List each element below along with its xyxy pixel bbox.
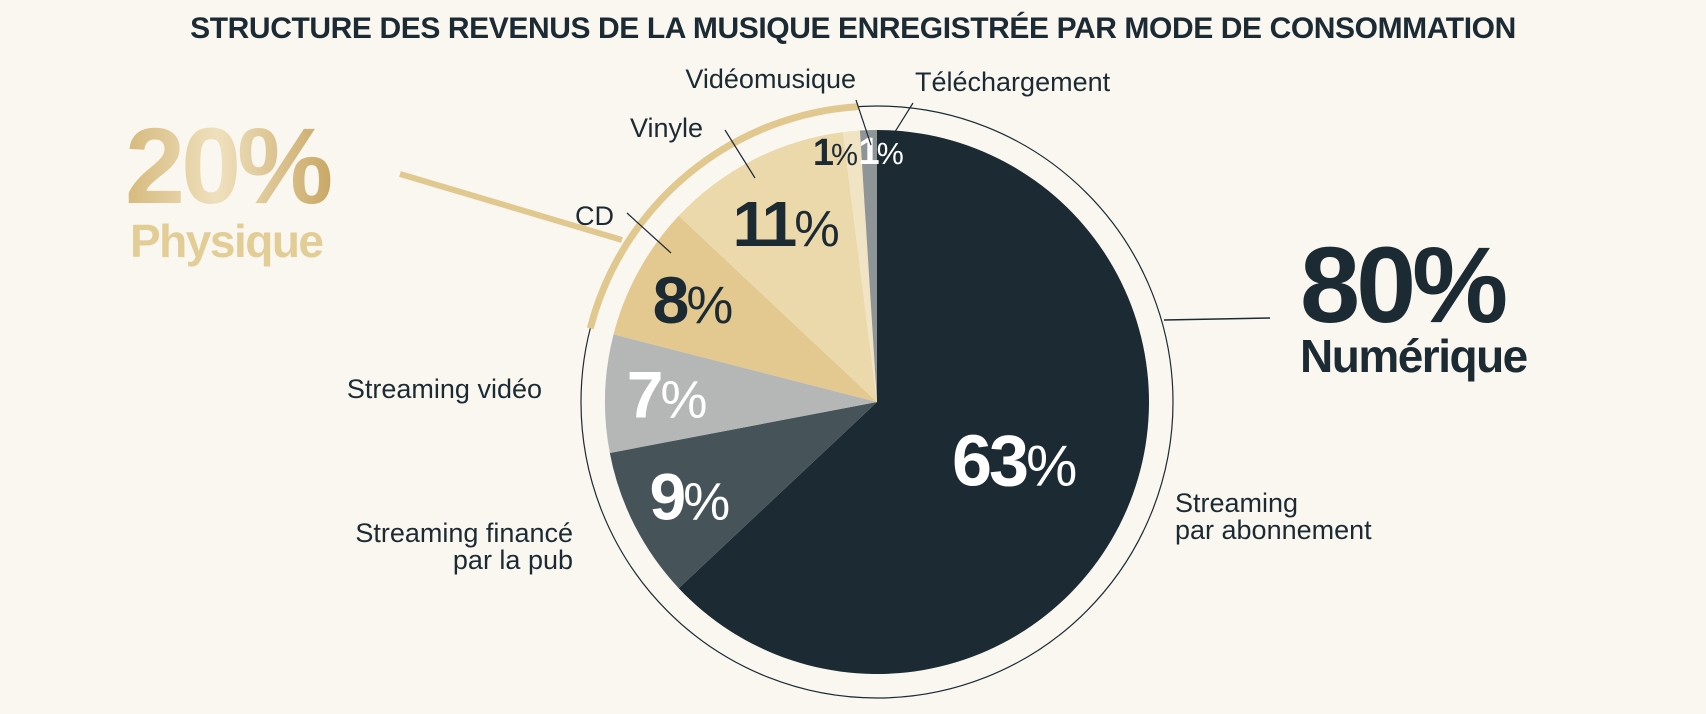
- category-label-streaming-par-abonnement: Streaming par abonnement: [1175, 488, 1372, 545]
- leader-line: [887, 102, 914, 144]
- slice-streaming-par-abonnement: [678, 130, 1149, 674]
- data-label-streaming-finance-par-la-pub: 9%: [650, 459, 731, 533]
- data-label-telechargement: 1%: [859, 131, 904, 173]
- data-label-cd: 8%: [653, 263, 734, 337]
- pie-marks: 63% 9% 7% 8%11% 1% 1% Streaming par abonnement S…: [125, 64, 1529, 699]
- physique-total: 20%: [125, 105, 331, 226]
- data-label-vinyle: 11%: [733, 188, 840, 260]
- physique-leader: [399, 171, 623, 243]
- category-label-vinyle: Vinyle: [630, 113, 703, 143]
- outer-ring: [580, 105, 1174, 699]
- numerique-label: Numérique: [1300, 330, 1528, 382]
- slice-vinyle: [678, 132, 877, 402]
- category-label-videomusique: Vidéomusique: [685, 64, 856, 94]
- leader-line: [855, 99, 872, 146]
- slice-videomusique: [842, 130, 877, 402]
- category-label-streaming-finance-par-la-pub: Streaming financé par la pub: [355, 518, 573, 575]
- slice-telechargement: [859, 130, 877, 402]
- leader-line: [724, 129, 756, 179]
- slice-streaming-video: [605, 334, 877, 453]
- leader-line: [626, 212, 672, 254]
- data-label-streaming-video: 7%: [627, 357, 708, 431]
- numerique-total: 80%: [1300, 224, 1506, 345]
- slice-streaming-finance-par-la-pub: [609, 402, 877, 589]
- data-label-videomusique: 1%: [813, 132, 858, 174]
- slice-cd: [613, 215, 877, 402]
- category-label-telechargement: Téléchargement: [915, 67, 1111, 97]
- category-label-streaming-video: Streaming vidéo: [347, 374, 542, 404]
- data-label-streaming-par-abonnement: 63%: [952, 422, 1077, 502]
- numerique-leader: [1163, 317, 1271, 321]
- physique-arc: [586, 103, 859, 330]
- physique-label: Physique: [130, 215, 323, 267]
- chart-title: STRUCTURE DES REVENUS DE LA MUSIQUE ENRE…: [190, 11, 1516, 45]
